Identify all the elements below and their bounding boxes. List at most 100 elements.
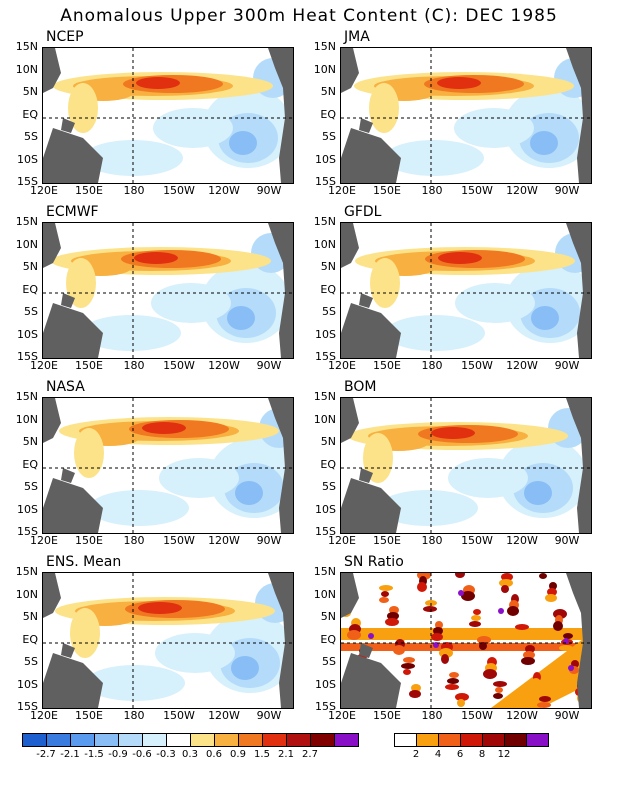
- colorbar-swatch: [286, 733, 311, 747]
- lon-tick-label: 150E: [373, 709, 401, 722]
- lat-tick-label: 15S: [315, 525, 336, 538]
- lat-tick-label: 10S: [17, 502, 38, 516]
- lon-tick-label: 150W: [163, 709, 195, 722]
- lon-tick-label: 120E: [328, 534, 356, 547]
- lon-tick-label: 150E: [75, 359, 103, 372]
- lat-tick-label: 5S: [322, 480, 336, 493]
- lon-tick-label: 180: [421, 184, 443, 197]
- lon-tick-label: 90W: [256, 359, 282, 372]
- colorbar-swatch: [482, 733, 505, 747]
- map-field: [43, 573, 293, 708]
- lon-tick-label: 150E: [373, 184, 401, 197]
- lat-tick-label: EQ: [320, 107, 336, 121]
- panel-title: ENS. Mean: [46, 554, 122, 570]
- lat-tick-label: 5S: [24, 130, 38, 143]
- lat-tick-label: EQ: [22, 457, 38, 471]
- map-field: [341, 398, 591, 533]
- lat-tick-label: 15N: [15, 390, 38, 403]
- lat-tick-label: EQ: [320, 282, 336, 296]
- lat-tick-label: 10S: [17, 677, 38, 691]
- lon-tick-label: 120E: [328, 709, 356, 722]
- lon-tick-label: 120E: [30, 359, 58, 372]
- lon-tick-label: 150W: [163, 359, 195, 372]
- panel-title: NASA: [46, 379, 85, 395]
- colorbar-swatch: [70, 733, 95, 747]
- lon-tick-label: 150E: [75, 184, 103, 197]
- colorbar-label: -1.5: [84, 749, 104, 760]
- figure-title: Anomalous Upper 300m Heat Content (C): D…: [60, 6, 558, 26]
- lat-tick-label: 5S: [24, 480, 38, 493]
- colorbar-label: -0.9: [108, 749, 128, 760]
- lon-tick-label: 90W: [256, 709, 282, 722]
- lat-tick-label: 15S: [315, 175, 336, 188]
- colorbar-swatch: [438, 733, 461, 747]
- lon-tick-label: 180: [421, 534, 443, 547]
- lon-tick-label: 90W: [554, 184, 580, 197]
- map-panel: [340, 572, 592, 709]
- colorbar-label: 0.9: [230, 749, 246, 760]
- lat-tick-label: 15S: [17, 525, 38, 538]
- lat-tick-label: 10N: [15, 412, 38, 426]
- colorbar-label: 2.1: [278, 749, 294, 760]
- lon-tick-label: 150W: [461, 709, 493, 722]
- lon-tick-label: 150W: [163, 534, 195, 547]
- colorbar-swatch: [504, 733, 527, 747]
- colorbar-swatch: [118, 733, 143, 747]
- colorbar-swatch: [142, 733, 167, 747]
- colorbar-swatch: [460, 733, 483, 747]
- lon-tick-label: 150W: [461, 534, 493, 547]
- map-field: [341, 573, 591, 708]
- lon-tick-label: 120E: [328, 184, 356, 197]
- lat-tick-label: 5N: [22, 85, 38, 98]
- lon-tick-label: 180: [421, 709, 443, 722]
- lat-tick-label: 5S: [24, 305, 38, 318]
- colorbar-label: 2: [412, 749, 420, 760]
- lon-tick-label: 180: [123, 709, 145, 722]
- lat-tick-label: EQ: [22, 632, 38, 646]
- colorbar-swatch: [166, 733, 191, 747]
- lat-tick-label: 15S: [315, 350, 336, 363]
- lat-tick-label: 15N: [313, 215, 336, 228]
- lat-tick-label: EQ: [22, 282, 38, 296]
- colorbar-label: 12: [497, 749, 511, 760]
- lon-tick-label: 120W: [506, 534, 538, 547]
- lat-tick-label: 5N: [22, 610, 38, 623]
- lon-tick-label: 150E: [75, 709, 103, 722]
- lon-tick-label: 90W: [256, 534, 282, 547]
- lon-tick-label: 180: [421, 359, 443, 372]
- lat-tick-label: 10S: [315, 502, 336, 516]
- colorbar-label: -0.6: [132, 749, 152, 760]
- lon-tick-label: 120W: [506, 184, 538, 197]
- lon-tick-label: 120W: [506, 359, 538, 372]
- colorbar-label: 2.7: [302, 749, 318, 760]
- lat-tick-label: 5S: [322, 655, 336, 668]
- lat-tick-label: 15S: [17, 350, 38, 363]
- colorbar-swatch: [526, 733, 549, 747]
- lat-tick-label: 15N: [313, 40, 336, 53]
- lon-tick-label: 180: [123, 359, 145, 372]
- lat-tick-label: 10N: [313, 237, 336, 251]
- lat-tick-label: 5N: [320, 610, 336, 623]
- lat-tick-label: 5N: [22, 435, 38, 448]
- lon-tick-label: 120W: [208, 184, 240, 197]
- lon-tick-label: 150E: [373, 534, 401, 547]
- colorbar-swatch: [94, 733, 119, 747]
- lon-tick-label: 120W: [208, 709, 240, 722]
- colorbar-swatch: [214, 733, 239, 747]
- colorbar-label: 0.3: [182, 749, 198, 760]
- lat-tick-label: 5N: [320, 85, 336, 98]
- lat-tick-label: 10S: [17, 327, 38, 341]
- colorbar-swatch: [262, 733, 287, 747]
- map-field: [43, 223, 293, 358]
- colorbar-swatch: [22, 733, 47, 747]
- colorbar-swatch: [46, 733, 71, 747]
- lat-tick-label: 5N: [320, 435, 336, 448]
- lat-tick-label: 10S: [315, 152, 336, 166]
- lat-tick-label: 15S: [17, 700, 38, 713]
- lon-tick-label: 150W: [163, 184, 195, 197]
- panel-title: ECMWF: [46, 204, 99, 220]
- colorbar-swatch: [238, 733, 263, 747]
- colorbar-label: 4: [434, 749, 442, 760]
- lon-tick-label: 120W: [208, 359, 240, 372]
- map-panel: [340, 222, 592, 359]
